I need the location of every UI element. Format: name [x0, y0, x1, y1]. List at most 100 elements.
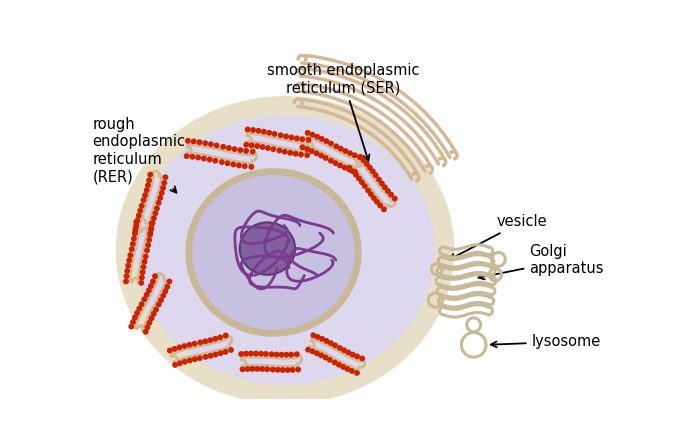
Circle shape	[152, 273, 158, 279]
Circle shape	[324, 338, 329, 344]
Circle shape	[148, 230, 153, 236]
Circle shape	[238, 351, 244, 357]
Circle shape	[248, 164, 254, 170]
Circle shape	[361, 157, 367, 163]
Circle shape	[191, 341, 198, 347]
Circle shape	[212, 158, 219, 164]
Circle shape	[333, 160, 338, 166]
Circle shape	[134, 310, 140, 316]
Text: Golgi
apparatus: Golgi apparatus	[478, 244, 603, 280]
Circle shape	[148, 227, 154, 233]
Circle shape	[245, 126, 251, 132]
Circle shape	[342, 148, 348, 154]
Circle shape	[236, 163, 242, 168]
Circle shape	[310, 332, 316, 338]
Circle shape	[347, 150, 353, 156]
Circle shape	[139, 275, 145, 280]
Circle shape	[141, 264, 146, 270]
Text: vesicle: vesicle	[450, 214, 548, 259]
Circle shape	[368, 191, 374, 197]
Circle shape	[271, 131, 278, 137]
Circle shape	[254, 366, 260, 372]
Circle shape	[134, 223, 139, 228]
Circle shape	[146, 288, 152, 293]
Circle shape	[197, 355, 203, 361]
Circle shape	[274, 352, 279, 358]
Circle shape	[131, 236, 137, 241]
Circle shape	[299, 144, 306, 150]
Circle shape	[354, 370, 360, 376]
Circle shape	[172, 346, 177, 352]
Circle shape	[337, 345, 343, 351]
Circle shape	[264, 366, 270, 372]
Circle shape	[332, 342, 338, 348]
Circle shape	[203, 338, 208, 344]
Circle shape	[125, 263, 131, 268]
Circle shape	[305, 130, 310, 136]
Circle shape	[124, 273, 129, 279]
Circle shape	[158, 297, 164, 303]
Circle shape	[376, 177, 382, 182]
Circle shape	[379, 181, 385, 186]
Circle shape	[359, 356, 365, 362]
Circle shape	[242, 163, 248, 169]
Circle shape	[187, 342, 192, 348]
Circle shape	[283, 352, 290, 358]
Circle shape	[228, 347, 234, 353]
Circle shape	[127, 252, 134, 258]
Circle shape	[365, 188, 371, 194]
Circle shape	[276, 148, 283, 154]
Circle shape	[143, 254, 149, 259]
Circle shape	[145, 324, 150, 330]
Circle shape	[146, 177, 152, 183]
Circle shape	[374, 199, 380, 205]
Ellipse shape	[116, 96, 454, 404]
Circle shape	[288, 352, 294, 358]
Circle shape	[322, 355, 329, 361]
Circle shape	[258, 351, 264, 357]
Circle shape	[323, 155, 329, 161]
Circle shape	[162, 288, 168, 294]
Circle shape	[275, 367, 280, 373]
Circle shape	[223, 332, 229, 338]
Circle shape	[212, 336, 219, 342]
Circle shape	[213, 352, 219, 358]
Circle shape	[189, 154, 196, 159]
Circle shape	[143, 187, 150, 193]
Circle shape	[304, 152, 310, 158]
Circle shape	[253, 351, 259, 357]
Circle shape	[350, 352, 356, 358]
Circle shape	[145, 242, 151, 248]
Circle shape	[141, 197, 146, 203]
Circle shape	[159, 190, 165, 196]
Circle shape	[123, 279, 129, 284]
Circle shape	[157, 195, 163, 201]
Circle shape	[357, 155, 363, 160]
Circle shape	[305, 347, 311, 353]
Circle shape	[154, 206, 160, 211]
Circle shape	[382, 184, 388, 190]
Circle shape	[208, 141, 214, 147]
Circle shape	[319, 336, 325, 342]
Circle shape	[267, 130, 272, 136]
Circle shape	[160, 293, 166, 298]
Circle shape	[310, 349, 315, 354]
Circle shape	[130, 319, 136, 325]
Circle shape	[196, 139, 203, 145]
Circle shape	[207, 353, 214, 359]
Circle shape	[125, 268, 130, 274]
Circle shape	[187, 358, 193, 363]
Circle shape	[203, 354, 209, 360]
Circle shape	[177, 360, 183, 366]
Circle shape	[354, 353, 360, 359]
Circle shape	[289, 134, 294, 140]
Circle shape	[164, 284, 171, 289]
Circle shape	[328, 340, 333, 346]
Circle shape	[357, 154, 363, 160]
Circle shape	[385, 188, 391, 194]
Circle shape	[332, 359, 338, 366]
Circle shape	[261, 129, 267, 134]
Circle shape	[345, 366, 350, 372]
Circle shape	[201, 155, 207, 161]
Circle shape	[248, 142, 255, 148]
